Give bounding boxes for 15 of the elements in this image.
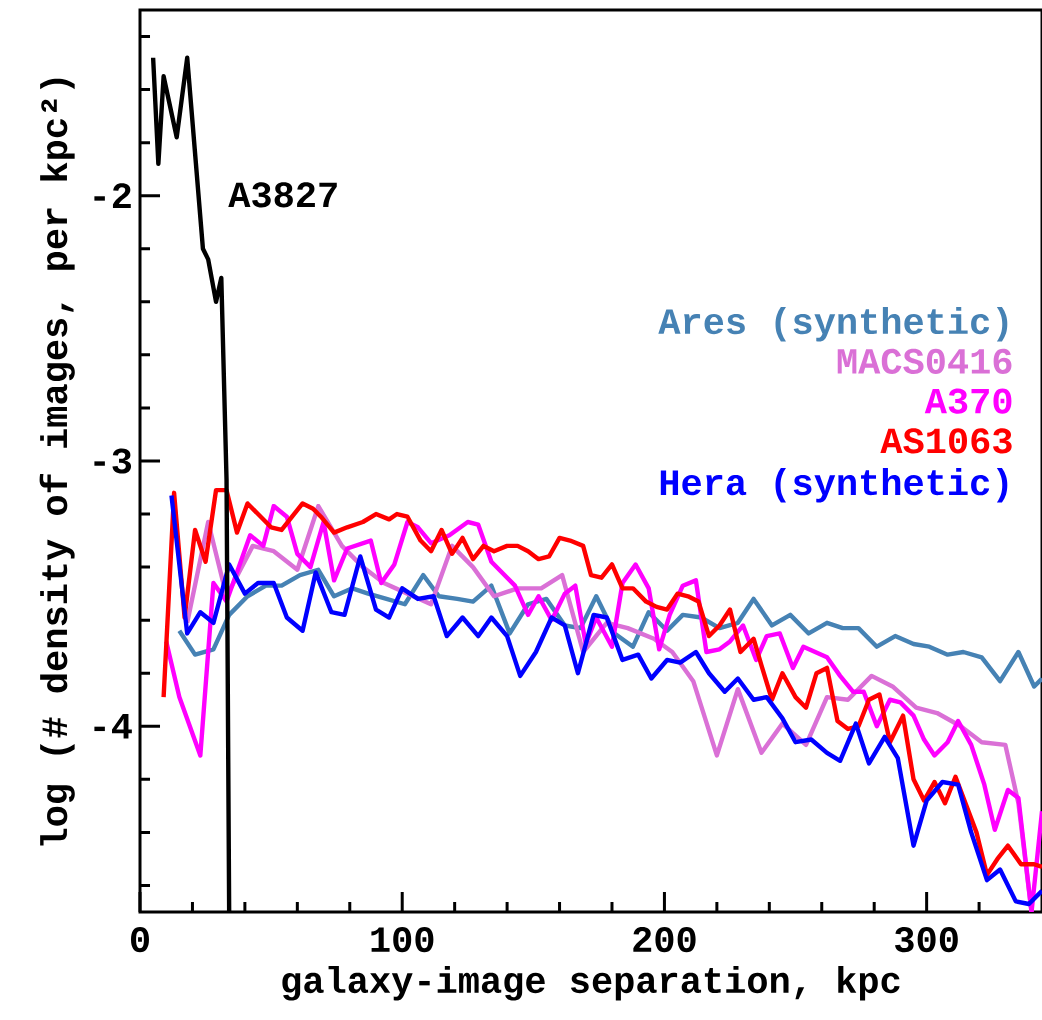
y-tick-label: -2: [94, 183, 131, 209]
annotation: A3827: [228, 182, 337, 208]
x-tick-label: 0: [131, 927, 149, 953]
x-axis-title: galaxy-image separation, kpc: [282, 965, 900, 1001]
text: Ares (synthetic): [658, 307, 1008, 342]
text: AS1063: [880, 428, 1012, 454]
x-tick-label: 300: [895, 927, 958, 953]
y-tick-label: -4: [94, 714, 132, 739]
y-axis-title: log (# density of images, per kpc²): [39, 78, 75, 846]
text: Hera (synthetic): [660, 468, 1008, 503]
x-tick-label: 200: [633, 927, 696, 953]
x-tick-label: 100: [371, 927, 434, 953]
text: MACS0416: [837, 348, 1012, 374]
y-tick-label: -3: [94, 448, 132, 474]
text: A370: [924, 388, 1012, 414]
